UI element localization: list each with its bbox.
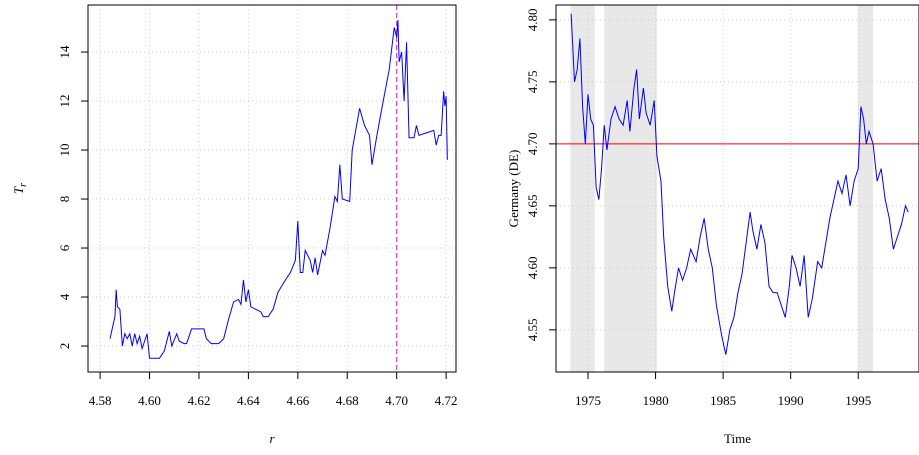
y-tick-label: 14: [57, 45, 72, 59]
x-tick-label: 4.70: [385, 393, 408, 408]
shaded-region: [604, 5, 657, 372]
shaded-region: [858, 5, 874, 372]
y-axis-label: Tr: [11, 183, 29, 194]
x-tick-label: 1980: [643, 393, 669, 408]
plot-frame: [87, 4, 457, 373]
data-line: [570, 13, 909, 355]
y-tick-label: 4.70: [525, 132, 540, 155]
x-tick-label: 4.62: [188, 393, 211, 408]
x-tick-label: 4.72: [435, 393, 458, 408]
shaded-region: [570, 5, 595, 372]
y-tick-label: 4.75: [525, 70, 540, 93]
y-tick-label: 12: [57, 95, 72, 108]
y-tick-label: 4.60: [525, 256, 540, 279]
y-tick-label: 4: [57, 293, 72, 300]
y-axis-label-subscript: r: [18, 183, 29, 187]
x-tick-label: 4.58: [89, 393, 112, 408]
x-axis-label: r: [269, 431, 275, 446]
x-tick-label: 1985: [710, 393, 736, 408]
y-tick-label: 10: [57, 144, 72, 157]
plot-frame: [555, 4, 919, 373]
y-axis-label: Germany (DE): [506, 150, 521, 228]
x-tick-label: 4.68: [336, 393, 359, 408]
x-tick-label: 4.66: [286, 393, 309, 408]
x-axis-label: Time: [724, 431, 751, 446]
x-tick-label: 1990: [778, 393, 804, 408]
x-tick-label: 1975: [575, 393, 601, 408]
y-tick-label: 6: [57, 244, 72, 251]
y-tick-label: 2: [57, 343, 72, 350]
x-tick-label: 4.60: [138, 393, 161, 408]
x-tick-label: 4.64: [237, 393, 260, 408]
y-tick-label: 4.80: [525, 9, 540, 32]
y-tick-label: 4.65: [525, 194, 540, 217]
y-tick-label: 8: [57, 196, 72, 203]
data-line: [109, 20, 448, 359]
x-tick-label: 1995: [845, 393, 871, 408]
y-tick-label: 4.55: [525, 318, 540, 341]
